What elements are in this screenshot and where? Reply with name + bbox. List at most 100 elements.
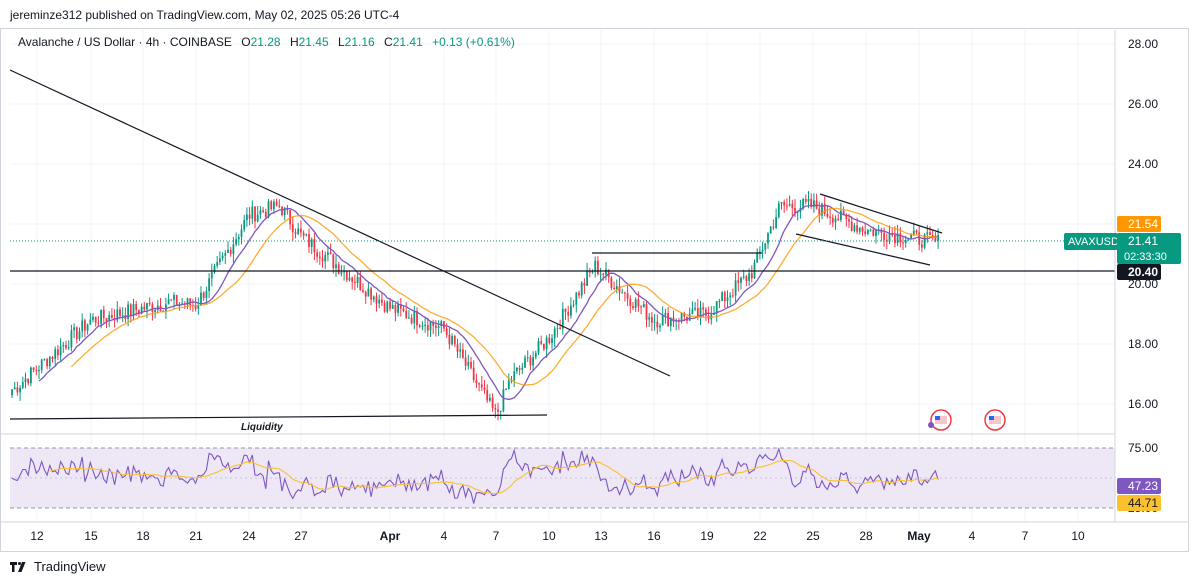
flag-stripes-icon bbox=[989, 416, 1001, 424]
candle-body bbox=[883, 232, 885, 240]
candle-body bbox=[867, 229, 869, 234]
candle-body bbox=[872, 229, 875, 236]
candle-body bbox=[521, 367, 524, 370]
time-tick-label: Apr bbox=[380, 529, 401, 543]
candle-body bbox=[561, 308, 564, 329]
ma-slow-line bbox=[70, 207, 939, 386]
candle-body bbox=[723, 292, 726, 302]
candle-body bbox=[435, 325, 437, 328]
candle-body bbox=[57, 349, 59, 356]
candle-body bbox=[321, 258, 324, 262]
candle-body bbox=[543, 343, 545, 350]
candle-body bbox=[534, 352, 537, 358]
candle-body bbox=[27, 378, 30, 384]
candle-body bbox=[332, 254, 335, 268]
symbol-legend: Avalanche / US Dollar · 4h · COINBASE O2… bbox=[18, 35, 515, 49]
candle-body bbox=[310, 239, 313, 247]
chart-canvas[interactable]: Liquidity 28.0026.0024.0022.0020.0018.00… bbox=[0, 0, 1195, 555]
candle-body bbox=[745, 276, 748, 281]
candle-body bbox=[937, 234, 939, 241]
candle-body bbox=[78, 331, 81, 339]
candle-body bbox=[486, 389, 489, 401]
time-tick-label: 7 bbox=[1022, 529, 1029, 543]
candle-body bbox=[251, 206, 254, 219]
time-tick-label: 28 bbox=[859, 529, 873, 543]
candle-body bbox=[24, 378, 27, 383]
candle-body bbox=[831, 217, 834, 223]
candle-body bbox=[259, 210, 262, 215]
candle-body bbox=[875, 230, 877, 236]
candle-body bbox=[84, 320, 86, 331]
flag-canton-icon bbox=[935, 416, 940, 420]
candle-body bbox=[559, 327, 561, 329]
candle-body bbox=[448, 334, 451, 345]
candle-body bbox=[629, 298, 632, 307]
candle-body bbox=[351, 277, 354, 282]
ticker-label: AVAXUSD bbox=[1068, 236, 1119, 248]
candle-body bbox=[291, 224, 294, 233]
candle-body bbox=[335, 264, 337, 268]
candle-body bbox=[443, 321, 445, 329]
candle-body bbox=[659, 325, 661, 328]
candle-body bbox=[858, 227, 861, 232]
candle-body bbox=[553, 328, 556, 339]
candle-body bbox=[38, 370, 40, 372]
rsi-value: 47.23 bbox=[1128, 479, 1158, 493]
candle-body bbox=[526, 357, 529, 359]
candle-body bbox=[227, 249, 229, 253]
candle-body bbox=[402, 308, 405, 311]
candle-body bbox=[16, 387, 19, 393]
candle-body bbox=[513, 371, 516, 381]
candle-body bbox=[772, 226, 775, 228]
candle-body bbox=[281, 206, 283, 216]
candle-body bbox=[613, 287, 615, 290]
rsi-ma-value: 44.71 bbox=[1128, 496, 1158, 510]
candle-body bbox=[869, 229, 872, 231]
candle-body bbox=[81, 320, 84, 332]
candle-body bbox=[54, 349, 57, 359]
candle-body bbox=[13, 387, 16, 390]
candle-body bbox=[599, 273, 602, 275]
price-tick-label: 18.00 bbox=[1128, 337, 1158, 351]
candle-body bbox=[494, 408, 497, 410]
candle-body bbox=[429, 322, 432, 331]
candle-body bbox=[200, 292, 202, 306]
candle-body bbox=[138, 310, 140, 314]
candle-body bbox=[718, 300, 721, 302]
candle-body bbox=[480, 384, 483, 388]
candle-body bbox=[302, 232, 305, 236]
time-tick-label: 27 bbox=[294, 529, 308, 543]
candle-body bbox=[715, 301, 718, 314]
candle-body bbox=[813, 200, 815, 207]
candle-body bbox=[548, 337, 551, 343]
candle-body bbox=[864, 231, 867, 234]
support-price-value: 20.40 bbox=[1128, 265, 1158, 279]
candle-body bbox=[591, 271, 594, 273]
high-value: 21.45 bbox=[298, 35, 329, 49]
time-tick-label: 18 bbox=[136, 529, 150, 543]
candle-body bbox=[262, 210, 264, 212]
candle-body bbox=[580, 282, 583, 296]
flag-stripes-icon bbox=[935, 416, 947, 424]
candle-body bbox=[804, 199, 807, 202]
candle-body bbox=[597, 260, 599, 274]
time-tick-label: 24 bbox=[242, 529, 256, 543]
candle-body bbox=[445, 328, 448, 335]
candle-body bbox=[688, 313, 691, 321]
candle-body bbox=[537, 341, 540, 353]
candle-body bbox=[502, 389, 505, 411]
candle-body bbox=[664, 312, 667, 316]
candle-body bbox=[694, 307, 696, 310]
candle-body bbox=[478, 383, 480, 385]
price-tick-label: 26.00 bbox=[1128, 97, 1158, 111]
candle-body bbox=[256, 214, 259, 222]
time-tick-label: 7 bbox=[493, 529, 500, 543]
candle-body bbox=[588, 271, 591, 273]
candle-body bbox=[653, 321, 656, 323]
candle-body bbox=[842, 210, 845, 215]
candle-body bbox=[796, 211, 799, 213]
candle-body bbox=[418, 325, 421, 327]
candle-body bbox=[65, 345, 67, 348]
candle-body bbox=[605, 269, 607, 275]
channel-upper-line bbox=[819, 193, 943, 234]
